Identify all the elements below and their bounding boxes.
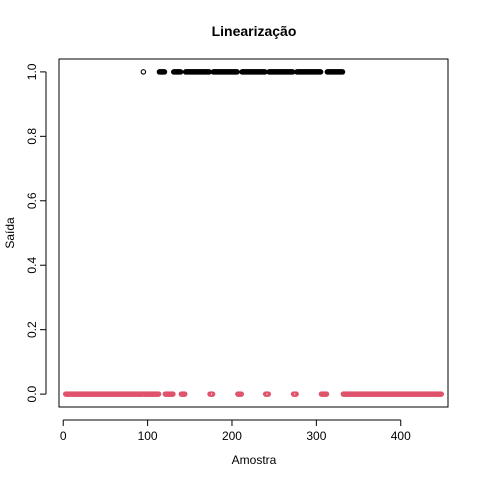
x-tick-label: 200 [222,429,242,443]
x-axis-label: Amostra [232,453,277,467]
data-point [265,391,272,397]
data-point [155,391,162,397]
data-point [209,391,216,397]
x-tick-label: 400 [391,429,411,443]
x-tick-label: 100 [138,429,158,443]
x-tick-label: 300 [306,429,326,443]
y-axis-label: Saída [3,217,17,249]
y-tick-label: 0.8 [25,128,39,145]
data-point [293,391,299,397]
data-point [234,69,240,75]
data-point [323,391,330,397]
data-point [438,391,444,397]
data-point [339,69,346,75]
chart-title: Linearização [212,23,297,39]
data-point [238,391,245,397]
y-tick-label: 0.0 [25,385,39,402]
data-point [177,69,184,75]
data-point [181,391,188,397]
y-tick-label: 0.6 [25,192,39,209]
plot-frame [58,58,449,408]
y-tick-label: 0.4 [25,257,39,274]
x-tick-label: 0 [60,429,67,443]
data-point [140,69,147,75]
y-tick-label: 1.0 [25,63,39,80]
data-point [317,69,324,75]
data-point [161,69,168,75]
y-tick-label: 0.2 [25,321,39,338]
y-axis: 0.0 0.2 0.4 0.6 0.8 1.0 [25,63,47,402]
data-points [63,69,444,397]
x-axis: 0 100 200 300 400 [60,419,411,443]
data-point [170,391,176,397]
